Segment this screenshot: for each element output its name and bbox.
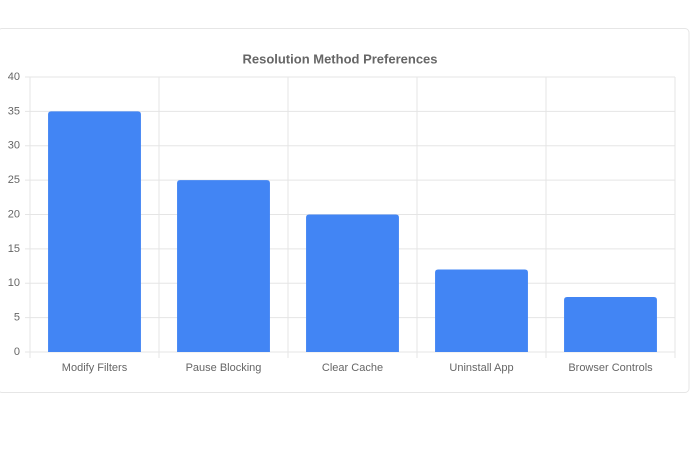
y-tick-label: 20 xyxy=(8,208,20,220)
y-tick-label: 15 xyxy=(8,243,20,255)
x-tick-label: Modify Filters xyxy=(62,362,128,374)
y-tick-label: 40 xyxy=(8,71,20,83)
bar xyxy=(48,111,141,352)
bar xyxy=(564,297,657,352)
y-tick-label: 0 xyxy=(14,346,20,358)
bar xyxy=(435,269,528,352)
x-tick-label: Clear Cache xyxy=(322,362,383,374)
chart-title: Resolution Method Preferences xyxy=(242,51,437,66)
bar xyxy=(306,214,399,352)
y-tick-label: 35 xyxy=(8,105,20,117)
x-tick-label: Pause Blocking xyxy=(186,362,262,374)
x-tick-label: Browser Controls xyxy=(568,362,653,374)
bar xyxy=(177,180,270,352)
y-tick-label: 25 xyxy=(8,174,20,186)
y-tick-label: 30 xyxy=(8,140,20,152)
y-tick-label: 10 xyxy=(8,277,20,289)
x-tick-label: Uninstall App xyxy=(449,362,513,374)
y-tick-label: 5 xyxy=(14,312,20,324)
